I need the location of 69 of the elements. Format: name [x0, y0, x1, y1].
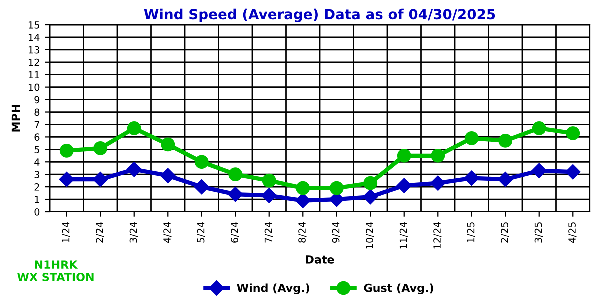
- y-tick-label: 2: [34, 184, 40, 191]
- point: [228, 186, 244, 202]
- point: [498, 172, 514, 188]
- point: [194, 155, 209, 170]
- point: [262, 174, 276, 188]
- x-tick-label: 3/24: [130, 222, 138, 243]
- point: [532, 163, 547, 178]
- point: [532, 122, 546, 136]
- y-tick-label: 14: [28, 34, 40, 42]
- point: [498, 134, 513, 148]
- x-tick-label: 9/24: [332, 222, 340, 243]
- y-tick-label: 7: [34, 121, 40, 128]
- point: [566, 126, 580, 140]
- x-tick-label: 10/24: [366, 222, 374, 249]
- point: [160, 168, 176, 184]
- chart-title: Wind Speed (Average) Data as of 04/30/2025: [144, 8, 496, 22]
- point: [60, 144, 74, 158]
- x-tick-label: 1/25: [467, 222, 476, 242]
- y-tick-label: 0: [34, 208, 40, 216]
- point: [296, 181, 310, 196]
- x-tick-label: 8/24: [298, 222, 307, 243]
- point: [296, 193, 311, 208]
- x-tick-label: 11/24: [400, 222, 408, 249]
- y-tick-label: 8: [34, 108, 40, 116]
- y-tick-label: 4: [34, 158, 40, 166]
- point: [364, 176, 378, 190]
- y-axis-title: MPH: [12, 105, 20, 132]
- point: [396, 178, 412, 194]
- point: [397, 148, 412, 163]
- point: [126, 162, 142, 178]
- x-tick-label: 12/24: [434, 222, 442, 249]
- y-tick-label: 9: [34, 96, 40, 104]
- y-tick-label: 6: [34, 134, 40, 142]
- x-tick-label: 7/24: [264, 222, 273, 243]
- x-tick-label: 2/24: [96, 222, 104, 243]
- y-tick-label: 3: [34, 171, 40, 178]
- x-tick-label: 6/24: [231, 222, 240, 243]
- point: [431, 148, 446, 163]
- point: [430, 176, 446, 191]
- point: [262, 188, 277, 204]
- y-tick-label: 5: [34, 146, 40, 154]
- x-tick-label: 2/25: [501, 222, 510, 243]
- x-tick-label: 3/25: [534, 222, 543, 243]
- y-tick-label: 13: [28, 46, 40, 54]
- point: [330, 181, 344, 196]
- y-tick-label: 11: [28, 71, 40, 79]
- point: [363, 189, 378, 205]
- legend-label: Gust (Avg.): [364, 284, 434, 295]
- x-tick-label: 4/25: [568, 222, 577, 244]
- x-axis-title: Date: [306, 256, 334, 264]
- x-tick-label: 5/24: [197, 222, 206, 243]
- y-tick-label: 10: [28, 84, 40, 92]
- point: [566, 164, 581, 180]
- point: [464, 132, 479, 146]
- point: [194, 179, 210, 195]
- point: [127, 122, 142, 136]
- y-tick-label: 1: [35, 196, 40, 204]
- text: N1HRK WX STATION: [18, 260, 94, 282]
- point: [228, 168, 243, 182]
- x-tick-label: 1/24: [62, 222, 70, 242]
- x-tick-label: 4/24: [164, 222, 172, 244]
- point: [59, 172, 74, 188]
- legend-label: Wind (Avg.): [237, 284, 310, 295]
- point: [161, 138, 176, 152]
- y-tick-label: 15: [28, 22, 40, 29]
- point: [94, 141, 108, 156]
- point: [464, 170, 480, 186]
- point: [93, 172, 108, 188]
- y-tick-label: 12: [28, 58, 40, 66]
